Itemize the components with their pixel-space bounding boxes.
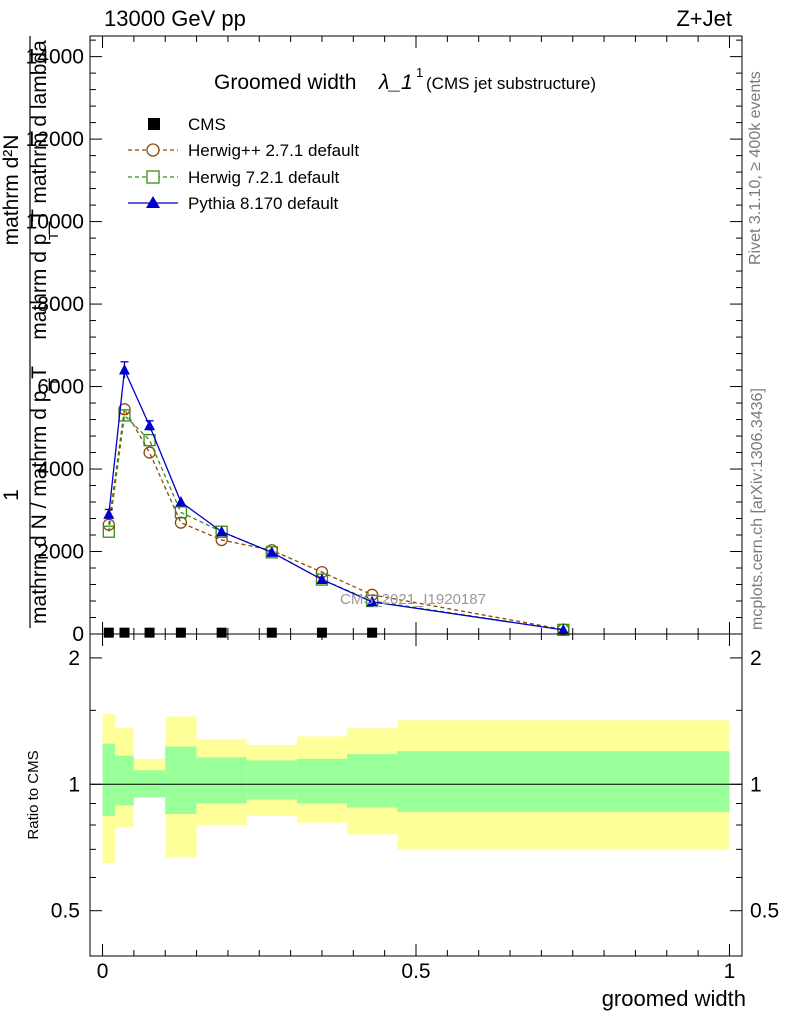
legend-pythia-label: Pythia 8.170 default (188, 194, 339, 213)
ylabel-denominator-main: mathrm d p_T mathrm d lambda (28, 40, 51, 340)
title-superscript: 1 (416, 65, 423, 80)
watermark: CMS_2021_I1920187 (340, 591, 486, 608)
data-point (365, 594, 379, 608)
rivet-label: Rivet 3.1.10, ≥ 400k events (747, 71, 764, 265)
legend-herwig7-marker (146, 170, 160, 184)
data-point (316, 573, 328, 585)
y-tick-label: 12000 (26, 128, 84, 151)
main-y-ticks: 0 2000 4000 6000 8000 10000 12000 14000 (26, 36, 742, 646)
header-right: Z+Jet (676, 6, 732, 31)
data-point (366, 595, 378, 607)
ratio-inner-band (115, 755, 134, 806)
ratio-inner-band (196, 757, 247, 804)
ylabel-numerator-main: mathrm d²N (0, 135, 23, 246)
data-point (103, 508, 115, 519)
series-line-2 (108, 414, 564, 631)
ratio-ylabel: Ratio to CMS (25, 750, 42, 839)
ratio-y-tick-label-right: 0.5 (750, 900, 779, 923)
ratio-y-tick-label: 1 (68, 773, 80, 796)
main-ylabel: 1 mathrm d N / mathrm d p_T mathrm d²N m… (0, 36, 61, 628)
legend-herwigpp-label: Herwig++ 2.7.1 default (188, 141, 359, 160)
ratio-panel: 0.5 0.5 1 1 2 2 0 0.5 1 (51, 633, 779, 983)
y-tick-label: 14000 (26, 46, 84, 69)
ratio-inner-band (102, 743, 116, 817)
main-panel: 0 2000 4000 6000 8000 10000 12000 14000 (26, 35, 743, 646)
x-tick-label: 0 (97, 960, 109, 983)
data-point (367, 627, 378, 638)
header-left: 13000 GeV pp (104, 6, 246, 31)
ratio-frame (89, 633, 743, 957)
ylabel-numerator-top: 1 (0, 489, 23, 501)
y-tick-label: 0 (72, 623, 84, 646)
ylabel-subscript-1: T (46, 378, 61, 386)
data-point (144, 627, 155, 638)
data-point (103, 627, 114, 638)
y-tick-label: 8000 (37, 293, 84, 316)
ratio-y-tick-label: 0.5 (51, 900, 80, 923)
data-point (216, 525, 228, 537)
y-tick-label: 6000 (37, 376, 84, 399)
ylabel-denominator-top: mathrm d N / mathrm d p_T (28, 366, 51, 624)
data-point (174, 516, 188, 529)
main-series-layer (102, 361, 570, 638)
ratio-inner-band (347, 754, 398, 808)
legend-cms-marker (148, 118, 160, 130)
x-axis-label: groomed width (602, 986, 746, 1011)
ratio-inner-band (296, 758, 348, 804)
ratio-bands (90, 714, 742, 863)
data-point (557, 623, 569, 635)
ratio-inner-band (397, 751, 730, 812)
series-line-3 (108, 367, 564, 631)
ratio-inner-band (246, 760, 297, 800)
ratio-inner-band (165, 746, 197, 814)
data-point (102, 525, 115, 538)
x-tick-label: 1 (724, 960, 736, 983)
ratio-y-tick-label-right: 1 (750, 773, 762, 796)
data-point (174, 506, 188, 519)
legend-pythia-marker (146, 196, 160, 208)
data-point (175, 496, 187, 507)
data-point (266, 546, 278, 557)
legend-cms-label: CMS (188, 115, 226, 134)
data-point (175, 627, 186, 638)
data-point (144, 419, 156, 431)
ratio-y-tick-label-right: 2 (750, 647, 762, 670)
y-tick-label: 4000 (37, 458, 84, 481)
y-tick-label: 2000 (37, 541, 84, 564)
legend-herwigpp-marker (146, 143, 160, 157)
y-tick-label: 10000 (26, 211, 84, 234)
legend: CMS Herwig++ 2.7.1 default Herwig 7.2.1 … (128, 115, 359, 213)
mcplots-label: mcplots.cern.ch [arXiv:1306.3436] (749, 388, 766, 630)
data-point (266, 627, 277, 638)
title-symbol: λ_1 (378, 71, 413, 94)
main-title: Groomed width λ_1 1 (CMS jet substructur… (214, 65, 596, 94)
data-point (118, 403, 131, 416)
title-note: (CMS jet substructure) (426, 74, 596, 93)
x-tick-label: 0.5 (401, 960, 430, 983)
data-point (119, 627, 130, 638)
ratio-ticks: 0.5 0.5 1 1 2 2 0 0.5 1 (51, 634, 779, 983)
legend-herwig7-label: Herwig 7.2.1 default (188, 168, 339, 187)
data-point (143, 446, 156, 459)
ylabel-subscript-2: T (46, 232, 61, 240)
data-point (216, 627, 227, 638)
data-point (118, 364, 130, 375)
ratio-y-tick-label: 2 (68, 647, 80, 670)
title-main: Groomed width (214, 71, 356, 94)
